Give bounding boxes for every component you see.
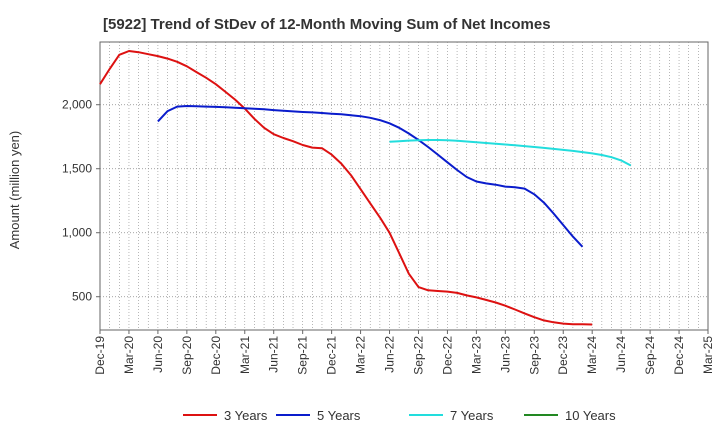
x-tick-label: Sep-21 xyxy=(296,336,310,375)
x-tick-layer: Dec-19 Mar-20 Jun-20 Sep-20 Dec-20 Mar-21 Jun-… xyxy=(93,330,715,375)
x-tick-label: Dec-22 xyxy=(440,336,454,375)
x-tick-label: Dec-20 xyxy=(209,336,223,375)
x-tick-label: Dec-24 xyxy=(672,336,686,375)
y-tick-label: 1,000 xyxy=(62,226,92,240)
x-tick-label: Mar-22 xyxy=(354,336,368,374)
legend: 3 Years 5 Years 7 Years 10 Years xyxy=(183,408,616,423)
y-tick-label: 1,500 xyxy=(62,162,92,176)
x-tick-label: Sep-23 xyxy=(527,336,541,375)
x-tick-label: Mar-25 xyxy=(701,336,715,374)
x-tick-label: Jun-24 xyxy=(614,336,628,373)
y-tick-layer: 500 1,000 1,500 2,000 xyxy=(62,98,100,304)
x-tick-label: Sep-22 xyxy=(411,336,425,375)
grid-layer xyxy=(100,42,708,330)
series-line-3-years xyxy=(99,50,593,326)
y-tick-label: 500 xyxy=(72,290,92,304)
x-tick-label: Jun-20 xyxy=(151,336,165,373)
x-tick-label: Jun-23 xyxy=(498,336,512,373)
x-tick-label: Jun-22 xyxy=(383,336,397,373)
x-tick-label: Dec-19 xyxy=(93,336,107,375)
x-tick-label: Mar-21 xyxy=(238,336,252,374)
x-tick-label: Dec-21 xyxy=(325,336,339,375)
series-line-7-years xyxy=(389,139,632,167)
x-tick-label: Mar-23 xyxy=(469,336,483,374)
x-tick-label: Jun-21 xyxy=(267,336,281,373)
legend-label: 10 Years xyxy=(565,408,616,423)
plot-area xyxy=(99,41,709,331)
series-layer xyxy=(99,50,632,326)
legend-label: 5 Years xyxy=(317,408,361,423)
y-tick-label: 2,000 xyxy=(62,98,92,112)
x-tick-label: Mar-24 xyxy=(585,336,599,374)
y-axis-title: Amount (million yen) xyxy=(7,131,22,250)
x-tick-label: Sep-24 xyxy=(643,336,657,375)
x-tick-label: Dec-23 xyxy=(556,336,570,375)
x-tick-label: Sep-20 xyxy=(180,336,194,375)
chart-title: [5922] Trend of StDev of 12-Month Moving… xyxy=(103,16,551,33)
x-tick-label: Mar-20 xyxy=(122,336,136,374)
legend-label: 7 Years xyxy=(450,408,494,423)
legend-label: 3 Years xyxy=(224,408,268,423)
series-line-5-years xyxy=(157,105,584,248)
